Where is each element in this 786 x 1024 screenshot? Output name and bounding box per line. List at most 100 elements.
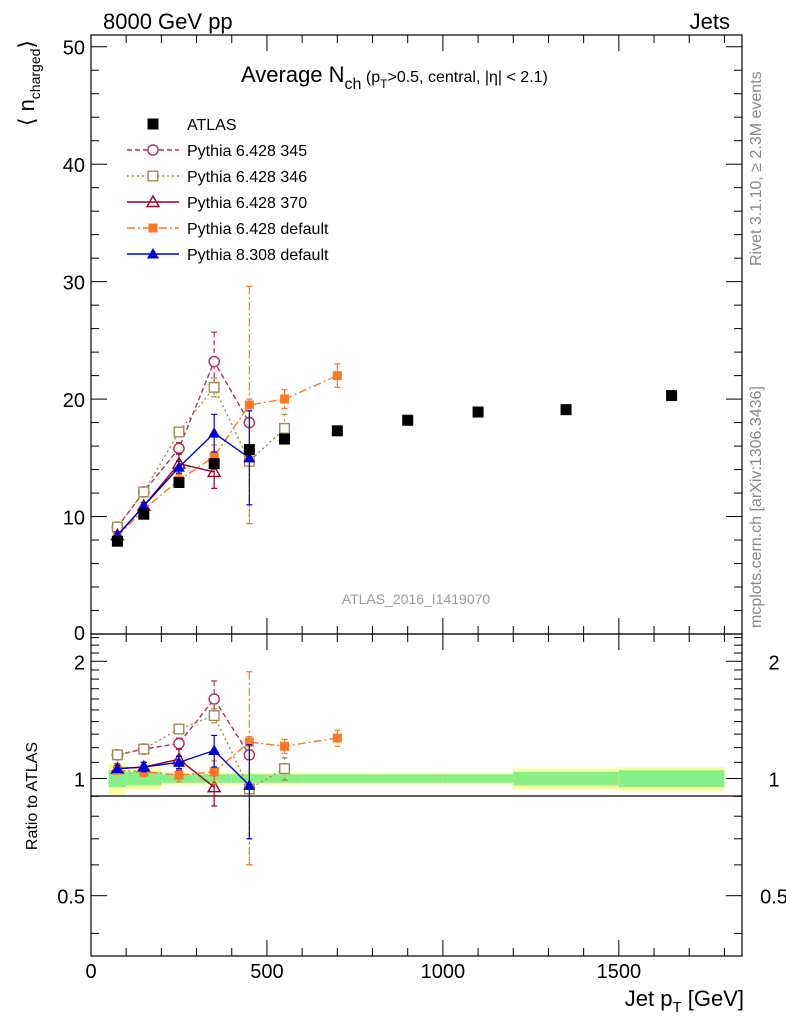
- main-series-layer: [110, 285, 678, 547]
- data-point: [173, 426, 185, 438]
- band-green: [372, 774, 443, 783]
- data-point: [173, 442, 185, 455]
- legend-label: Pythia 6.428 370: [187, 195, 307, 212]
- data-point: [173, 737, 185, 750]
- data-point: [206, 779, 222, 793]
- data-point: [173, 476, 185, 488]
- y-tick-label: 40: [63, 155, 85, 177]
- data-point: [666, 390, 678, 402]
- data-point: [138, 508, 150, 520]
- ratio-y-tick-label: 0.5: [57, 887, 85, 909]
- ratio-y-tick-label-right: 0.5: [760, 887, 786, 909]
- data-point: [137, 499, 150, 511]
- band-green: [126, 771, 162, 786]
- ratio-series-pythia-8-308-default: [111, 734, 256, 840]
- legend-item: Pythia 6.428 346: [127, 169, 307, 186]
- data-point: [209, 452, 219, 462]
- legend-marker: [145, 194, 161, 208]
- header-right: Jets: [690, 9, 730, 34]
- mcplots-label: mcplots.cern.ch [arXiv:1306.3436]: [748, 386, 765, 628]
- plot-title: Average Nch (pT>0.5, central, |η| < 2.1): [241, 62, 548, 93]
- data-point: [208, 693, 220, 705]
- data-point: [208, 710, 220, 722]
- legend-label: Pythia 6.428 345: [187, 143, 307, 160]
- data-point: [280, 741, 290, 751]
- data-point: [206, 464, 222, 478]
- band-green: [513, 771, 619, 786]
- series-line: [116, 374, 338, 538]
- data-point: [173, 723, 185, 735]
- data-point: [244, 737, 254, 747]
- data-point: [279, 433, 291, 445]
- series-line: [117, 697, 250, 756]
- y-tick-label: 0: [74, 623, 85, 645]
- data-point: [111, 749, 123, 761]
- series-line: [116, 462, 215, 536]
- legend-item: Pythia 8.308 default: [127, 247, 329, 264]
- data-point: [208, 458, 220, 470]
- ratio-series-layer: [110, 671, 342, 866]
- legend-marker: [147, 144, 159, 156]
- data-point: [560, 404, 572, 416]
- data-point: [172, 461, 185, 472]
- data-point: [172, 756, 185, 767]
- legend-label: Pythia 8.308 default: [187, 247, 329, 264]
- band-green: [302, 774, 373, 783]
- data-point: [243, 444, 255, 456]
- legend-item: Pythia 6.428 default: [127, 221, 329, 238]
- legend-marker: [148, 223, 158, 233]
- main-panel: 0 10 20 30 40 50 ATLAS_2016_I1419070: [63, 34, 743, 645]
- ratio-uncertainty-bands: [108, 763, 725, 795]
- data-point: [243, 779, 256, 790]
- data-point: [111, 535, 123, 547]
- legend-marker: [147, 118, 159, 130]
- series-line: [117, 714, 285, 790]
- data-point: [208, 744, 221, 755]
- data-point: [208, 427, 221, 438]
- x-tick-label: 500: [250, 961, 283, 983]
- ratio-frame: [90, 633, 743, 957]
- legend: ATLAS Pythia 6.428 345 Pythia 6.428 346 Pyt…: [127, 117, 329, 264]
- data-point: [279, 763, 291, 775]
- ratio-y-tick-label-right: 1: [768, 769, 779, 791]
- band-green: [442, 774, 514, 783]
- data-point: [280, 394, 290, 404]
- data-point: [208, 355, 220, 368]
- data-point: [208, 381, 220, 393]
- x-tick-label: 1500: [597, 961, 642, 983]
- band-green: [618, 770, 725, 788]
- data-point: [111, 762, 124, 774]
- watermark: ATLAS_2016_I1419070: [342, 591, 491, 607]
- series-atlas: [111, 390, 678, 547]
- data-point: [402, 414, 414, 426]
- data-point: [243, 451, 256, 463]
- header-left: 8000 GeV pp: [103, 9, 233, 34]
- main-axis-ticks: 0 10 20 30 40 50: [63, 35, 742, 645]
- legend-label: ATLAS: [187, 117, 237, 134]
- data-point: [331, 425, 343, 437]
- ratio-y-tick-label-right: 2: [768, 652, 779, 674]
- data-point: [244, 400, 254, 410]
- rivet-label: Rivet 3.1.10, ≥ 2.3M events: [748, 71, 765, 266]
- y-tick-label: 20: [63, 390, 85, 412]
- y-tick-label: 10: [63, 508, 85, 530]
- y-tick-label: 30: [63, 273, 85, 295]
- legend-item: ATLAS: [147, 117, 237, 134]
- x-tick-label: 0: [85, 961, 96, 983]
- legend-label: Pythia 6.428 346: [187, 169, 307, 186]
- data-point: [209, 767, 219, 777]
- x-tick-label: 1000: [421, 961, 466, 983]
- ratio-series-pythia-6-428-345: [111, 680, 256, 761]
- data-point: [138, 486, 150, 498]
- series-pythia-6-428-370: [110, 452, 222, 541]
- data-point: [137, 761, 150, 772]
- ratio-y-tick-label: 2: [74, 652, 85, 674]
- legend-marker: [147, 170, 159, 182]
- y-axis-title-ratio: Ratio to ATLAS: [24, 742, 41, 850]
- data-point: [332, 733, 342, 743]
- data-point: [174, 770, 184, 780]
- series-line: [116, 386, 286, 528]
- legend-item: Pythia 6.428 370: [127, 194, 307, 212]
- data-point: [138, 743, 150, 755]
